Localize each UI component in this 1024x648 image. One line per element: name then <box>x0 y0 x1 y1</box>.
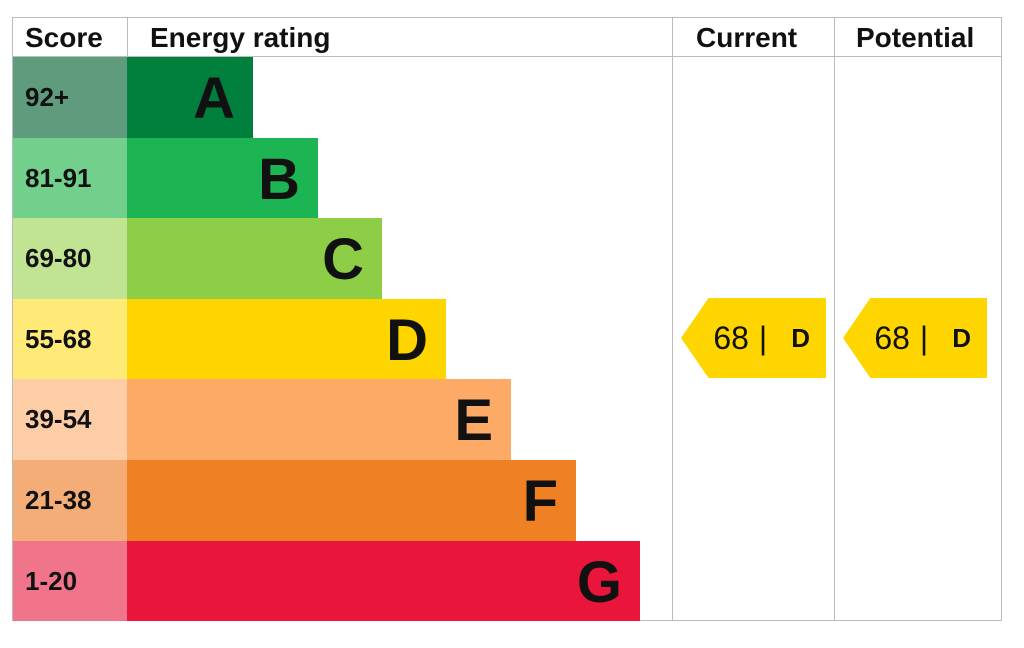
score-range-f: 21-38 <box>13 460 127 541</box>
header-potential: Potential <box>856 22 975 53</box>
current-score: 68 <box>713 319 749 356</box>
header-energy-rating: Energy rating <box>150 22 331 53</box>
potential-letter: D <box>952 322 971 353</box>
rating-bar-c: C <box>127 218 382 299</box>
score-range-a: 92+ <box>13 57 127 138</box>
header-score: Score <box>25 22 103 53</box>
divider <box>12 56 1002 57</box>
separator: | <box>919 319 929 356</box>
score-range-b: 81-91 <box>13 137 127 219</box>
score-range-c: 69-80 <box>13 218 127 299</box>
current-letter: D <box>791 322 810 353</box>
rating-bar-e: E <box>127 379 511 460</box>
divider <box>834 17 835 621</box>
score-range-e: 39-54 <box>13 379 127 460</box>
score-range-g: 1-20 <box>13 540 127 622</box>
rating-bar-d: D <box>127 298 446 380</box>
separator: | <box>758 319 768 356</box>
rating-bar-b: B <box>127 137 318 219</box>
rating-bar-g: G <box>127 540 640 622</box>
divider <box>672 17 673 621</box>
score-range-d: 55-68 <box>13 298 127 380</box>
potential-score: 68 <box>874 319 910 356</box>
current-rating-arrow: 68 | D <box>681 298 826 378</box>
rating-bar-a: A <box>127 57 253 138</box>
header-current: Current <box>696 22 798 53</box>
potential-rating-arrow: 68 | D <box>843 298 987 378</box>
rating-bar-f: F <box>127 460 576 541</box>
